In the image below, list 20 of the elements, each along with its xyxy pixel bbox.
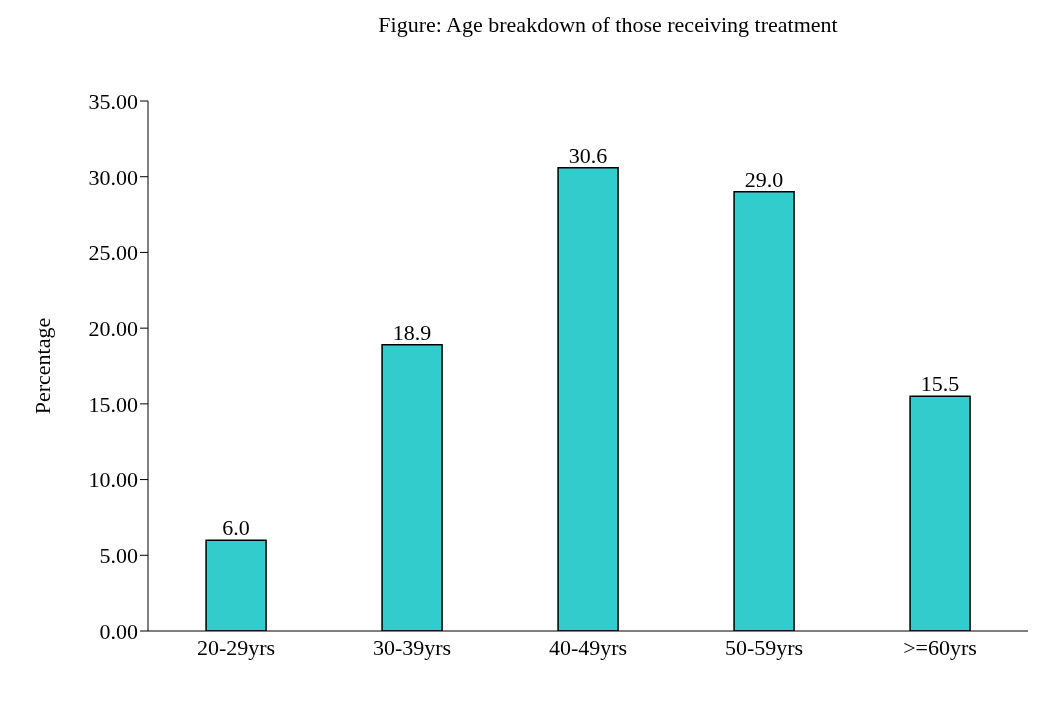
x-tick-label: 30-39yrs <box>372 634 452 660</box>
chart-title: Figure: Age breakdown of those receiving treatment <box>377 12 839 38</box>
y-tick-label: 0.00 <box>99 618 138 644</box>
y-tick-label: 20.00 <box>88 315 138 341</box>
data-label: 30.6 <box>568 142 608 168</box>
x-tick-label: 20-29yrs <box>196 634 276 660</box>
x-tick-label: 50-59yrs <box>724 634 804 660</box>
y-tick-label: 10.00 <box>88 467 138 493</box>
data-label: 18.9 <box>392 319 432 345</box>
x-tick-label: 40-49yrs <box>548 634 628 660</box>
y-tick-label: 5.00 <box>99 543 138 569</box>
data-label: 6.0 <box>222 515 250 541</box>
y-tick-label: 15.00 <box>88 391 138 417</box>
y-axis-title: Percentage <box>29 317 55 415</box>
y-tick-label: 25.00 <box>88 240 138 266</box>
data-label: 29.0 <box>744 166 784 192</box>
data-label: 15.5 <box>920 371 960 397</box>
x-tick-label: >=60yrs <box>903 634 977 660</box>
y-tick-label: 30.00 <box>88 164 138 190</box>
y-tick-label: 35.00 <box>88 88 138 114</box>
